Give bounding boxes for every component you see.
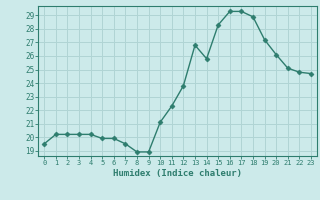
X-axis label: Humidex (Indice chaleur): Humidex (Indice chaleur) (113, 169, 242, 178)
